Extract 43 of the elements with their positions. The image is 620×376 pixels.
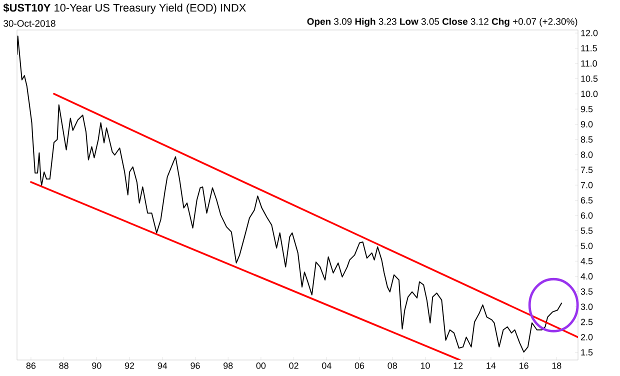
y-tick-label: 10.5 [581, 75, 598, 82]
x-tick-label: 16 [520, 362, 528, 369]
y-tick-label: 7.5 [580, 166, 593, 174]
y-tick-label: 9.5 [580, 106, 593, 112]
x-tick-label: 00 [256, 362, 266, 369]
y-tick-label: 6.5 [580, 197, 593, 204]
y-tick-label: 4.5 [580, 258, 593, 264]
text: 30-Oct-2018 [4, 20, 56, 27]
y-tick-label: 8.0 [580, 152, 593, 158]
y-tick-label: 3.5 [580, 288, 593, 295]
y-tick-label: 5.5 [580, 228, 593, 234]
y-tick-label: 3.0 [580, 304, 593, 310]
x-tick-label: 10 [420, 362, 430, 369]
x-tick-label: 96 [190, 362, 200, 369]
chart-title: $UST10Y 10-Year US Treasury Yield (EOD) INDX [3, 3, 246, 14]
x-tick-label: 08 [388, 362, 397, 369]
x-tick-label: 88 [59, 362, 68, 369]
y-tick-label: 12.0 [581, 30, 598, 36]
y-tick-label: 4.0 [580, 273, 593, 280]
y-tick-label: 8.5 [580, 136, 593, 143]
y-tick-label: 7.0 [580, 182, 593, 188]
x-tick-label: 06 [354, 362, 364, 369]
x-tick-label: 90 [92, 362, 102, 369]
x-tick-label: 12 [454, 362, 463, 369]
y-tick-label: 1.5 [581, 349, 593, 356]
x-tick-label: 04 [322, 362, 332, 369]
x-tick-label: 18 [552, 362, 562, 369]
text: Open 3.09 High 3.23 Low 3.05 Close 3.12 Chg +0.07 (+2.30%) [307, 18, 578, 27]
y-tick-label: 2.5 [580, 318, 593, 326]
x-tick-label: 94 [158, 362, 168, 369]
x-tick-label: 86 [26, 362, 36, 369]
y-tick-label: 2.0 [580, 334, 593, 340]
x-tick-label: 02 [289, 362, 298, 369]
y-tick-label: 11.5 [581, 45, 597, 52]
y-tick-label: 5.0 [580, 242, 593, 250]
x-tick-label: 92 [124, 362, 134, 369]
y-tick-label: 10.0 [581, 90, 598, 98]
x-tick-label: 14 [486, 362, 496, 369]
y-tick-label: 6.0 [580, 212, 593, 219]
x-tick-label: 98 [224, 362, 233, 369]
y-tick-label: 9.0 [580, 121, 593, 128]
line-series [17, 36, 562, 353]
y-tick-label: 11.0 [581, 60, 597, 67]
